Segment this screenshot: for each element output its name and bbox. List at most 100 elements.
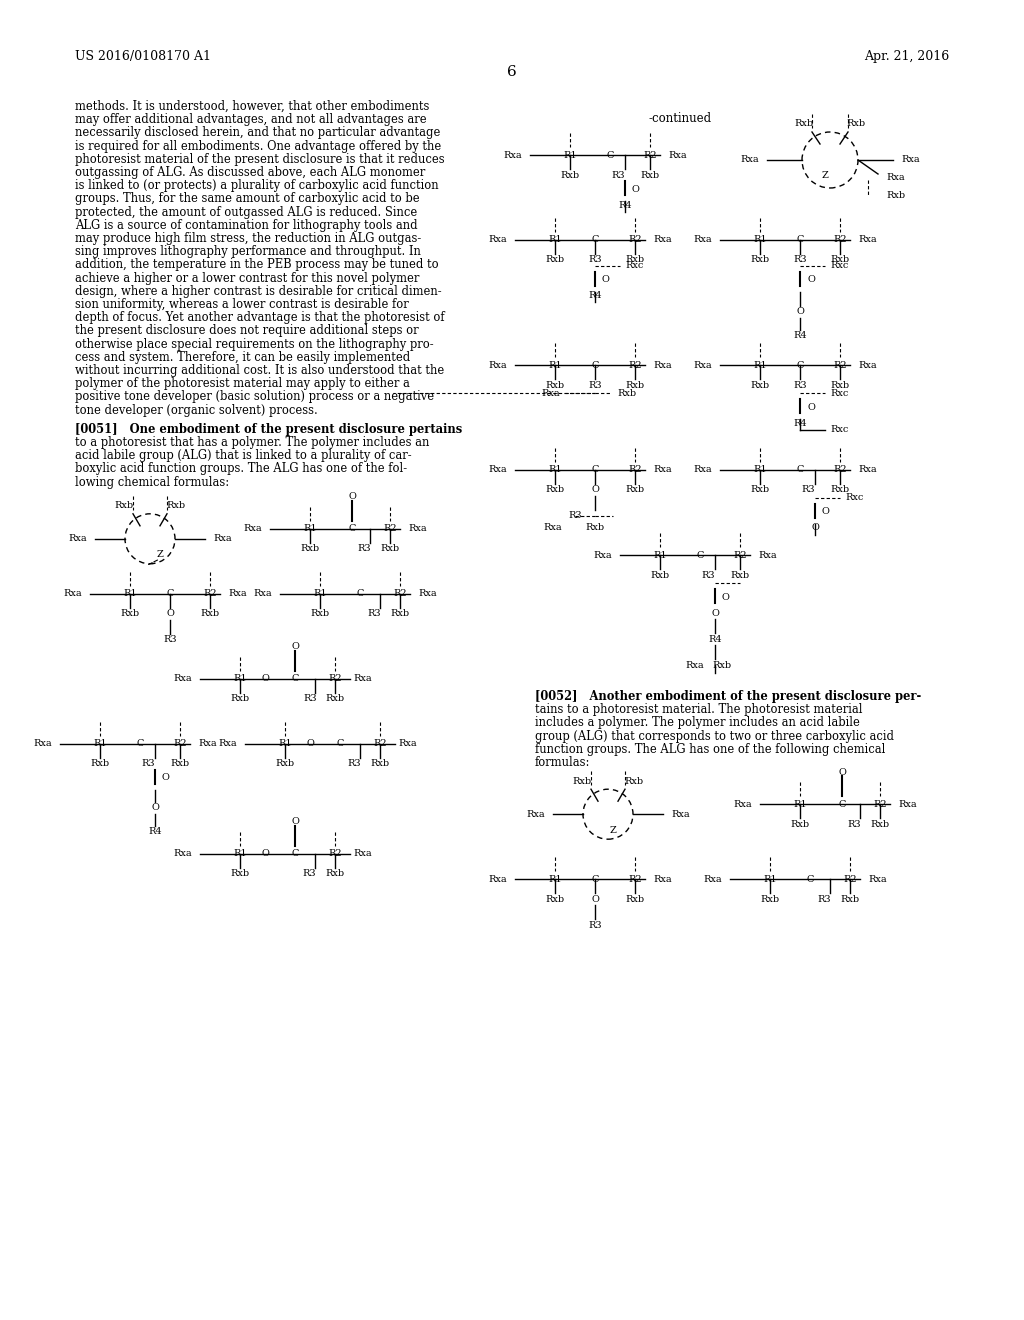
- Text: Rxb: Rxb: [730, 570, 750, 579]
- Text: Rxa: Rxa: [526, 809, 545, 818]
- Text: C: C: [291, 849, 299, 858]
- Text: Rxb: Rxb: [546, 380, 564, 389]
- Text: Rxc: Rxc: [830, 388, 848, 397]
- Text: includes a polymer. The polymer includes an acid labile: includes a polymer. The polymer includes…: [535, 717, 860, 730]
- Text: C: C: [797, 466, 804, 474]
- Text: US 2016/0108170 A1: US 2016/0108170 A1: [75, 50, 211, 63]
- Text: Z: Z: [821, 172, 828, 181]
- Text: Rxb: Rxb: [560, 170, 580, 180]
- Text: lowing chemical formulas:: lowing chemical formulas:: [75, 475, 229, 488]
- Text: C: C: [356, 589, 364, 598]
- Text: the present disclosure does not require additional steps or: the present disclosure does not require …: [75, 325, 419, 338]
- Text: R3: R3: [588, 256, 602, 264]
- Text: C: C: [348, 524, 355, 533]
- Text: Rxb: Rxb: [230, 694, 250, 704]
- Text: O: O: [822, 507, 829, 516]
- Text: Rxc: Rxc: [845, 494, 863, 503]
- Text: O: O: [261, 675, 269, 684]
- Text: C: C: [591, 235, 599, 244]
- Text: O: O: [807, 403, 815, 412]
- Text: Rxb: Rxb: [167, 502, 185, 511]
- Text: O: O: [796, 308, 804, 317]
- Text: Rxb: Rxb: [626, 380, 644, 389]
- Text: O: O: [838, 768, 846, 776]
- Text: Rxa: Rxa: [758, 550, 776, 560]
- Text: Rxb: Rxb: [626, 486, 644, 495]
- Text: Rxa: Rxa: [63, 589, 82, 598]
- Text: to a photoresist that has a polymer. The polymer includes an: to a photoresist that has a polymer. The…: [75, 436, 429, 449]
- Text: Rxa: Rxa: [653, 235, 672, 244]
- Text: Rxa: Rxa: [353, 849, 372, 858]
- Text: Rxb: Rxb: [572, 776, 592, 785]
- Text: Rxa: Rxa: [504, 150, 522, 160]
- Text: Rxb: Rxb: [310, 610, 330, 618]
- Text: Rxa: Rxa: [488, 875, 507, 883]
- Text: R2: R2: [733, 550, 746, 560]
- Text: Rxa: Rxa: [69, 535, 87, 544]
- Text: boxylic acid function groups. The ALG has one of the fol-: boxylic acid function groups. The ALG ha…: [75, 462, 408, 475]
- Text: Rxa: Rxa: [693, 235, 712, 244]
- Text: Rxb: Rxb: [847, 120, 865, 128]
- Text: C: C: [336, 739, 344, 748]
- Text: may produce high film stress, the reduction in ALG outgas-: may produce high film stress, the reduct…: [75, 232, 421, 246]
- Text: Rxa: Rxa: [488, 235, 507, 244]
- Text: [0052]   Another embodiment of the present disclosure per-: [0052] Another embodiment of the present…: [535, 690, 922, 704]
- Text: Z: Z: [157, 550, 164, 560]
- Text: protected, the amount of outgassed ALG is reduced. Since: protected, the amount of outgassed ALG i…: [75, 206, 417, 219]
- Text: R3: R3: [368, 610, 381, 618]
- Text: R3: R3: [847, 820, 861, 829]
- Text: Rxb: Rxb: [275, 759, 295, 768]
- Text: Rxb: Rxb: [300, 544, 319, 553]
- Text: Rxb: Rxb: [546, 895, 564, 904]
- Text: Rxb: Rxb: [626, 895, 644, 904]
- Text: Rxa: Rxa: [693, 360, 712, 370]
- Text: is linked to (or protects) a plurality of carboxylic acid function: is linked to (or protects) a plurality o…: [75, 180, 438, 193]
- Text: Rxb: Rxb: [791, 820, 810, 829]
- Text: O: O: [162, 774, 170, 783]
- Text: O: O: [306, 739, 314, 748]
- Text: R4: R4: [148, 828, 162, 837]
- Text: Rxb: Rxb: [115, 502, 133, 511]
- Text: -continued: -continued: [648, 112, 712, 125]
- Text: Rxc: Rxc: [830, 261, 848, 271]
- Text: R3: R3: [611, 170, 625, 180]
- Text: otherwise place special requirements on the lithography pro-: otherwise place special requirements on …: [75, 338, 433, 351]
- Text: R2: R2: [173, 739, 186, 748]
- Text: [0051]   One embodiment of the present disclosure pertains: [0051] One embodiment of the present dis…: [75, 422, 462, 436]
- Text: C: C: [591, 360, 599, 370]
- Text: O: O: [291, 643, 299, 651]
- Text: Rxa: Rxa: [686, 660, 705, 669]
- Text: O: O: [602, 276, 610, 285]
- Text: R3: R3: [163, 635, 177, 644]
- Text: R2: R2: [383, 524, 397, 533]
- Text: 6: 6: [507, 65, 517, 79]
- Text: R2: R2: [643, 150, 656, 160]
- Text: R1: R1: [548, 360, 562, 370]
- Text: O: O: [261, 849, 269, 858]
- Text: Rxa: Rxa: [703, 875, 722, 883]
- Text: R3: R3: [568, 511, 582, 520]
- Text: Rxa: Rxa: [858, 466, 877, 474]
- Text: R2: R2: [834, 235, 847, 244]
- Text: R2: R2: [628, 875, 642, 883]
- Text: Rxb: Rxb: [625, 776, 643, 785]
- Text: formulas:: formulas:: [535, 756, 591, 770]
- Text: O: O: [711, 609, 719, 618]
- Text: Rxb: Rxb: [761, 895, 779, 904]
- Text: sion uniformity, whereas a lower contrast is desirable for: sion uniformity, whereas a lower contras…: [75, 298, 409, 312]
- Text: C: C: [591, 875, 599, 883]
- Text: Rxa: Rxa: [858, 235, 877, 244]
- Text: R3: R3: [817, 895, 830, 904]
- Text: R2: R2: [628, 466, 642, 474]
- Text: C: C: [806, 875, 814, 883]
- Text: O: O: [348, 492, 356, 502]
- Text: R1: R1: [123, 589, 137, 598]
- Text: Rxa: Rxa: [886, 173, 904, 182]
- Text: R1: R1: [93, 739, 106, 748]
- Text: Apr. 21, 2016: Apr. 21, 2016: [864, 50, 949, 63]
- Text: R1: R1: [303, 524, 316, 533]
- Text: O: O: [632, 185, 640, 194]
- Text: O: O: [591, 486, 599, 495]
- Text: O: O: [291, 817, 299, 826]
- Text: R1: R1: [563, 150, 577, 160]
